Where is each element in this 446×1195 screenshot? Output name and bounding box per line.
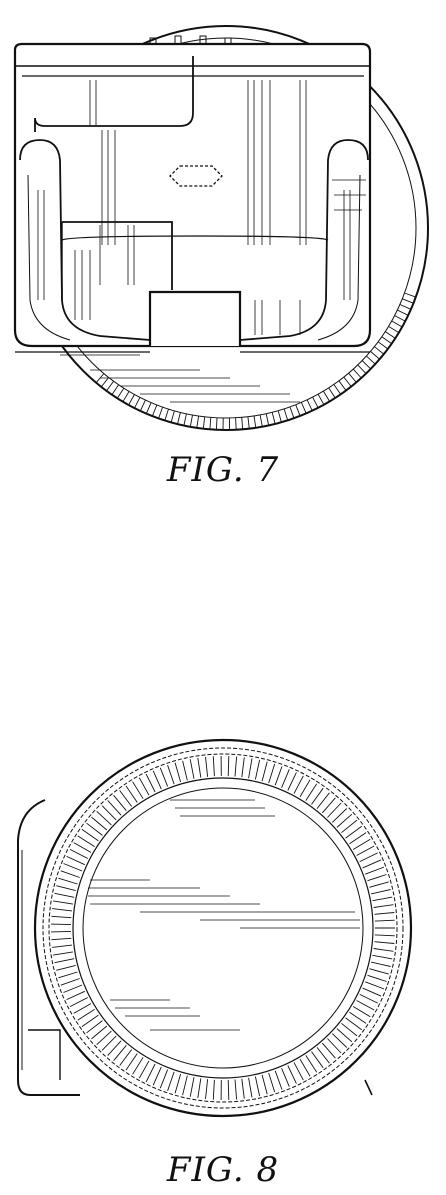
fig8-caption: FIG. 8 (0, 1150, 446, 1190)
knurl-tick (146, 403, 151, 414)
knurl-tick (210, 417, 211, 429)
knurl-tick (117, 388, 124, 398)
knurl-tick (349, 373, 357, 382)
knurl-tick (382, 337, 392, 344)
knurl-tick (344, 377, 351, 386)
knurl-tick (397, 310, 408, 315)
knurl-tick (392, 321, 402, 327)
knurl-tick (395, 316, 406, 322)
knurl-tick (254, 416, 256, 428)
knurl-tick (284, 409, 288, 420)
knurl-tick (301, 402, 306, 413)
knurl-tick (362, 361, 371, 369)
knurl-tick (216, 418, 217, 430)
knurl-tick (278, 411, 281, 423)
knurl-tick (135, 397, 140, 408)
knurl-tick (405, 293, 416, 297)
knurl-tick (107, 381, 114, 391)
knurl-tick (329, 388, 336, 398)
knurl-tick (242, 417, 243, 429)
knurl-tick (152, 405, 156, 416)
knurl-tick (339, 381, 346, 391)
knurl-tick (197, 416, 199, 428)
fig8-housing-tab (28, 1030, 60, 1080)
knurl-tick (313, 397, 319, 408)
fig7-front-view-drawing (0, 0, 446, 450)
knurl-tick (378, 342, 388, 349)
knurl-tick (112, 385, 119, 395)
knurl-tick (123, 391, 129, 401)
knurl-tick (374, 347, 383, 354)
knurl-tick (51, 931, 71, 932)
fig8-top-view-drawing (0, 700, 446, 1150)
knurl-tick (266, 414, 269, 426)
fig7-bottom-notch (150, 292, 240, 346)
knurl-tick (228, 756, 229, 776)
knurl-tick (171, 411, 174, 423)
knurl-tick (358, 365, 366, 374)
knurl-tick (371, 351, 380, 359)
knurl-tick (366, 356, 375, 364)
knurl-tick (334, 384, 341, 394)
fig7-base-shading (60, 355, 300, 402)
knurl-tick (400, 305, 411, 310)
knurl-tick (307, 400, 312, 411)
knurl-tick (389, 326, 399, 332)
fig7-caption: FIG. 7 (0, 450, 446, 490)
knurl-tick (248, 417, 249, 429)
knurl-tick (159, 407, 163, 418)
knurl-tick (203, 417, 204, 429)
knurl-tick (228, 1080, 229, 1100)
knurl-tick (165, 409, 169, 420)
knurl-tick (323, 391, 329, 401)
knurl-tick (129, 395, 135, 406)
knurl-tick (402, 299, 413, 303)
knurl-tick (296, 405, 300, 416)
knurl-tick (101, 377, 108, 387)
knurl-tick (290, 407, 294, 418)
knurl-tick (190, 415, 192, 427)
knurl-tick (353, 369, 361, 378)
knurl-tick (260, 415, 262, 427)
knurl-tick (236, 418, 237, 430)
knurl-tick (318, 394, 324, 405)
knurl-tick (272, 412, 275, 424)
knurl-tick (184, 414, 187, 426)
knurl-tick (385, 332, 395, 339)
knurl-tick (178, 412, 181, 424)
knurl-tick (51, 924, 71, 925)
knurl-tick (140, 400, 145, 411)
